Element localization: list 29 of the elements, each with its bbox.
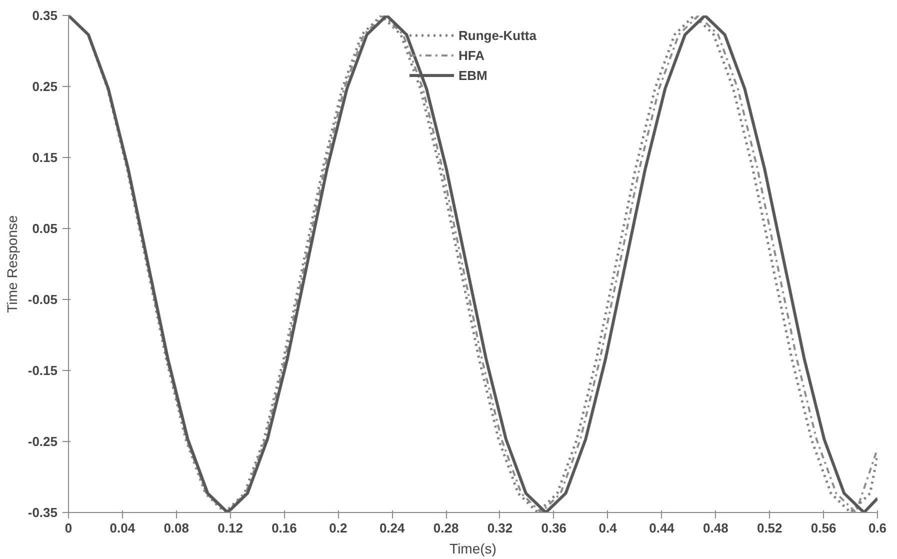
x-tick-label: 0.36 (541, 520, 567, 536)
y-tick-label: -0.15 (28, 363, 58, 378)
x-tick-label: 0.32 (487, 520, 513, 536)
y-tick-label: 0.35 (32, 8, 58, 23)
x-tick-label: 0.04 (110, 520, 136, 536)
x-tick-label: 0.24 (379, 520, 406, 536)
y-tick-label: -0.35 (28, 505, 58, 520)
x-tick-label: 0.56 (810, 520, 836, 536)
x-tick-label: 0.08 (164, 520, 190, 536)
x-tick-label: 0.16 (272, 520, 297, 536)
x-axis-title: Time(s) (450, 540, 496, 556)
x-tick-label: 0.52 (756, 520, 782, 536)
y-tick-label: 0.05 (32, 221, 58, 236)
x-tick-label: 0.6 (868, 520, 887, 536)
x-tick-label: 0 (64, 520, 72, 536)
y-tick-label: -0.25 (28, 434, 58, 449)
x-tick-label: 0.2 (329, 520, 348, 536)
y-tick-label: 0.15 (32, 150, 58, 165)
x-tick-label: 0.44 (649, 520, 676, 536)
x-tick-label: 0.12 (218, 520, 243, 536)
x-tick-label: 0.28 (433, 520, 459, 536)
legend-label: Runge-Kutta (458, 28, 536, 42)
y-axis-title: Time Response (4, 215, 20, 313)
x-tick-label: 0.4 (598, 520, 618, 536)
x-tick-label: 0.48 (703, 520, 728, 536)
legend-label: HFA (458, 48, 484, 62)
legend-label: EBM (458, 68, 488, 82)
y-tick-label: 0.25 (32, 79, 58, 94)
y-tick-label: -0.05 (28, 292, 58, 307)
